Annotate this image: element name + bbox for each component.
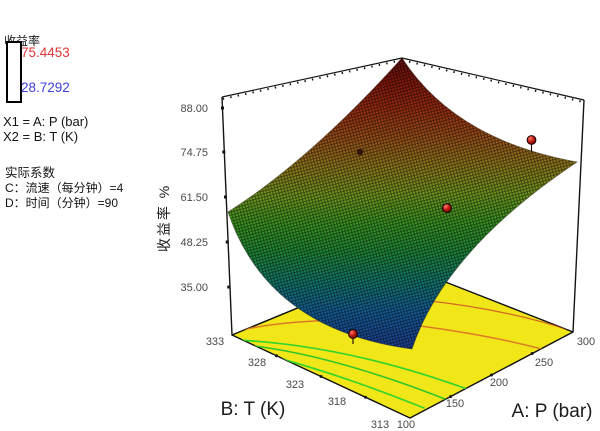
contour-line-green	[235, 339, 468, 390]
x-tick-label: 150	[446, 398, 464, 410]
contour-line-green	[236, 343, 446, 400]
z-tick-mark	[221, 106, 224, 110]
x-tick-mark	[490, 373, 493, 377]
design-points	[348, 135, 537, 344]
y-tick-mark	[275, 354, 278, 358]
z-tick-label: 88.00	[180, 103, 208, 115]
design-point-hidden	[356, 148, 364, 156]
x-tick-label: 100	[397, 419, 415, 431]
box-edge-top-left	[221, 57, 403, 98]
y-tick-label: 313	[371, 419, 389, 431]
y-tick-label: 318	[328, 396, 346, 408]
z-tick-mark	[225, 240, 229, 244]
z-tick-mark	[227, 285, 231, 289]
z-axis-line	[221, 96, 233, 336]
z-tick-label: 48.25	[180, 237, 208, 249]
legend-max-value: 75.4453	[21, 45, 70, 60]
design-point	[526, 135, 537, 145]
x-tick-mark	[530, 352, 534, 355]
z-tick-label: 74.75	[180, 147, 208, 159]
z-tick-mark	[224, 195, 227, 199]
box-edge-top-right-hatch	[401, 59, 584, 103]
factor-x2-label: X2 = B: T (K)	[3, 129, 79, 144]
y-tick-label: 333	[206, 336, 224, 348]
actual-factors-title: 实际系数	[5, 166, 56, 180]
z-axis-title: 收益率 %	[156, 184, 172, 252]
z-tick-label: 61.50	[180, 192, 208, 204]
box-edge-top-left-hatch	[222, 59, 403, 100]
x-tick-label: 200	[490, 377, 508, 389]
response-surface	[227, 57, 579, 350]
box-edge-top-right	[401, 57, 585, 101]
x-tick-mark	[449, 395, 453, 398]
actual-factor-c: C：流速（每分钟）=4	[5, 181, 124, 195]
y-axis-title: B: T (K)	[221, 399, 286, 420]
design-point	[442, 203, 452, 213]
z-tick-label: 35.00	[180, 282, 208, 294]
y-tick-label: 323	[286, 379, 304, 391]
y-tick-mark	[364, 395, 367, 399]
y-tick-label: 328	[248, 357, 266, 369]
factor-x1-label: X1 = A: P (bar)	[3, 114, 89, 129]
actual-factor-d: D：时间（分钟）=90	[5, 196, 119, 210]
box-edge-right-vertical	[572, 99, 585, 333]
x-axis-title: A: P (bar)	[512, 401, 593, 422]
y-tick-mark	[319, 375, 323, 378]
x-tick-label: 300	[577, 336, 595, 348]
contour-line-red	[419, 299, 567, 330]
design-point	[348, 329, 358, 339]
legend-min-value: 28.7292	[21, 80, 70, 95]
z-tick-mark	[222, 150, 226, 154]
legend-color-bar	[6, 41, 22, 103]
x-tick-label: 250	[535, 357, 553, 369]
